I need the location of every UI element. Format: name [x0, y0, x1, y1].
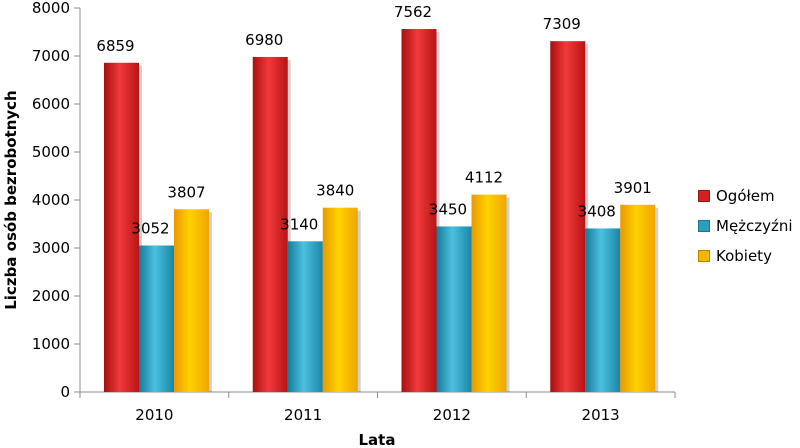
- bar-Ogółem-2010: [104, 62, 139, 392]
- legend-label: Ogółem: [716, 187, 775, 205]
- data-label: 3807: [167, 183, 205, 201]
- y-tick-label: 1000: [32, 335, 70, 353]
- bar-Kobiety-2013: [620, 204, 656, 392]
- bar-Mężczyźni-2010: [139, 245, 174, 392]
- y-tick-label: 0: [60, 383, 70, 401]
- x-axis-title: Lata: [359, 431, 396, 448]
- y-tick-label: 7000: [32, 47, 70, 65]
- x-tick-label: 2011: [284, 406, 322, 424]
- legend-swatch: [698, 190, 710, 202]
- y-axis: 0 1000 2000 3000 4000 5000 6000 7000 8000: [32, 0, 81, 401]
- bar-Ogółem-2013: [550, 41, 586, 392]
- y-tick-label: 6000: [32, 95, 70, 113]
- data-label: 3140: [280, 215, 318, 233]
- legend-label: Mężczyźni: [716, 217, 793, 235]
- y-tick-label: 8000: [32, 0, 70, 17]
- x-tick-label: 2013: [582, 406, 620, 424]
- bar-Kobiety-2010: [174, 209, 209, 392]
- data-label: 3450: [429, 200, 467, 218]
- y-tick-label: 5000: [32, 143, 70, 161]
- bar-Ogółem-2011: [252, 56, 288, 393]
- data-label: 7309: [543, 15, 581, 33]
- legend-swatch: [698, 220, 710, 232]
- legend: Ogółem Mężczyźni Kobiety: [698, 186, 800, 276]
- data-label: 6859: [96, 37, 134, 55]
- data-label: 7562: [394, 3, 432, 21]
- bar-Mężczyźni-2012: [436, 226, 472, 392]
- legend-label: Kobiety: [716, 247, 772, 265]
- bars: [104, 29, 659, 393]
- x-tick-label: 2010: [135, 406, 173, 424]
- bar-Mężczyźni-2011: [287, 241, 323, 392]
- legend-swatch: [698, 250, 710, 262]
- data-label: 4112: [465, 169, 503, 187]
- bar-Ogółem-2012: [401, 29, 437, 393]
- legend-item: Mężczyźni: [698, 216, 800, 236]
- legend-item: Kobiety: [698, 246, 800, 266]
- data-label: 3901: [614, 179, 652, 197]
- data-label: 6980: [245, 31, 283, 49]
- x-axis: 2010 2011 2012 2013: [79, 391, 676, 424]
- y-tick-label: 3000: [32, 239, 70, 257]
- data-label: 3052: [131, 220, 169, 238]
- data-labels: 6859 6980 7562 7309 3052 3140 3450 3408 3807 3840…: [96, 3, 651, 237]
- data-label: 3840: [316, 182, 354, 200]
- legend-item: Ogółem: [698, 186, 800, 206]
- y-tick-label: 2000: [32, 287, 70, 305]
- data-label: 3408: [578, 202, 616, 220]
- y-axis-title: Liczba osób bezrobotnych: [2, 90, 20, 310]
- bar-Kobiety-2012: [471, 194, 507, 392]
- bar-Mężczyźni-2013: [585, 228, 621, 392]
- bar-Kobiety-2011: [322, 207, 358, 392]
- y-tick-label: 4000: [32, 191, 70, 209]
- x-tick-label: 2012: [433, 406, 471, 424]
